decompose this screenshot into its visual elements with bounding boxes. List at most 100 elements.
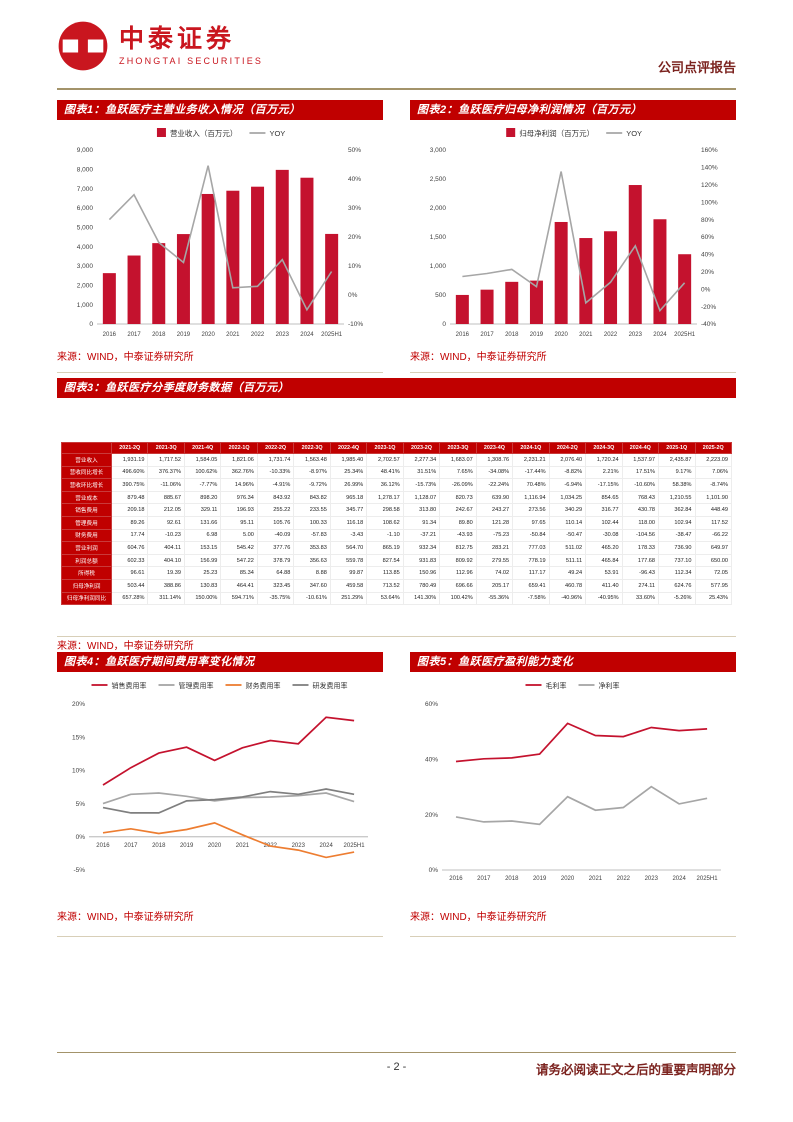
table-cell: -4.91%	[256, 478, 295, 492]
table-cell: 460.78	[548, 578, 587, 593]
table-cell: 1,717.52	[147, 453, 185, 467]
x-axis-tick: 2016	[96, 843, 110, 849]
table-cell: 112.34	[658, 566, 696, 580]
table-cell: -7.58%	[512, 591, 550, 606]
table-column-header: 2023-4Q	[475, 442, 514, 454]
table-cell: 117.17	[512, 566, 550, 580]
table-cell: 564.70	[329, 541, 368, 555]
y-axis-tick: 0	[89, 321, 93, 328]
table-cell: 95.11	[220, 515, 258, 530]
table-cell: -38.47	[658, 528, 696, 543]
table-cell: 430.78	[621, 503, 660, 517]
table-cell: 14.96%	[220, 478, 258, 492]
table-cell: -35.75%	[256, 591, 295, 606]
table-cell: 64.88	[256, 566, 295, 580]
table-cell: 465.84	[585, 553, 623, 568]
table-column-header: 2024-2Q	[548, 442, 587, 454]
table-cell: 340.29	[548, 503, 587, 517]
y-axis-tick: 8,000	[77, 167, 94, 174]
table-cell: 411.40	[585, 578, 623, 593]
table-cell: 25.23	[183, 566, 222, 580]
table-cell: -40.96%	[548, 591, 587, 606]
table-cell: 2,231.21	[512, 453, 550, 467]
quarterly-financials-table: 2021-2Q 2021-3Q 2021-4Q 2022-1Q 2022-2Q 2022-…	[61, 442, 732, 606]
table-cell: -10.61%	[293, 591, 331, 606]
table-cell: 313.80	[402, 503, 441, 517]
table-cell: 8.88	[293, 566, 331, 580]
table-cell: 116.18	[329, 515, 368, 530]
x-axis-tick: 2016	[449, 876, 463, 882]
table-cell: 898.20	[183, 490, 222, 505]
table-cell: 89.26	[110, 515, 149, 530]
table-cell: 843.82	[293, 490, 331, 505]
table-column-header: 2025-1Q	[658, 442, 696, 454]
revenue-bar-chart: 营业收入（百万元） YOY 9,000 8,000 7,000 6,000 5,000 4,0…	[77, 128, 363, 338]
y-axis-tick: -5%	[73, 867, 85, 874]
table-row-label: 利润总额	[61, 553, 112, 568]
x-axis-tick: 2018	[505, 332, 519, 338]
figure-4-source: 来源：WIND，中泰证券研究所	[57, 912, 194, 923]
table-cell: 212.05	[147, 503, 185, 517]
table-cell: 345.77	[329, 503, 368, 517]
x-axis-tick: 2018	[152, 332, 166, 338]
table-cell: 273.56	[512, 503, 550, 517]
header-divider	[57, 88, 736, 90]
y-axis-tick: 6,000	[77, 205, 94, 212]
y-axis-tick: 5,000	[77, 225, 94, 232]
y-axis-tick: 500	[435, 292, 446, 299]
table-cell: -5.26%	[658, 591, 696, 606]
y-axis-tick: 2,500	[430, 176, 447, 183]
table-cell: -22.24%	[475, 478, 514, 492]
table-cell: 1,985.40	[329, 453, 368, 467]
table-cell: 33.60%	[621, 591, 660, 606]
table-cell: 885.67	[147, 490, 185, 505]
table-cell: 25.34%	[329, 465, 368, 480]
x-axis-tick: 2022	[617, 876, 631, 882]
table-cell: 323.45	[256, 578, 295, 593]
table-column-header: 2024-1Q	[512, 442, 550, 454]
figure-2-title: 图表2：鱼跃医疗归母净利润情况（百万元）	[410, 100, 736, 120]
y2-axis-tick: -20%	[701, 304, 716, 311]
table-cell: 812.75	[439, 541, 477, 555]
series-line	[455, 785, 708, 826]
figure-5-title: 图表5：鱼跃医疗盈利能力变化	[410, 652, 736, 672]
table-cell: 639.90	[475, 490, 514, 505]
table-cell: -40.95%	[585, 591, 623, 606]
table-column-header: 2024-4Q	[621, 442, 660, 454]
bar	[505, 281, 519, 324]
figure-2-source: 来源：WIND，中泰证券研究所	[410, 352, 547, 363]
table-cell: -57.83	[293, 528, 331, 543]
table-cell: 53.64%	[366, 591, 404, 606]
table-cell: 390.75%	[110, 478, 149, 492]
y2-axis-tick: 20%	[348, 234, 361, 241]
table-cell: 376.37%	[147, 465, 185, 480]
table-cell: 100.33	[293, 515, 331, 530]
footer-disclaimer: 请务必阅读正文之后的重要声明部分	[535, 1063, 736, 1077]
table-cell: 388.86	[147, 578, 185, 593]
table-cell: 118.00	[621, 515, 660, 530]
x-axis-tick: 2023	[292, 843, 306, 849]
table-cell: 242.67	[439, 503, 477, 517]
x-axis-tick: 2022	[604, 332, 618, 338]
table-column-header: 2021-2Q	[110, 442, 149, 454]
y2-axis-tick: 40%	[701, 252, 714, 259]
table-column-header: 2022-3Q	[293, 442, 331, 454]
table-cell: -96.43	[621, 566, 660, 580]
table-cell: 209.18	[110, 503, 149, 517]
figure-1-title: 图表1：鱼跃医疗主营业务收入情况（百万元）	[57, 100, 383, 120]
table-cell: 26.99%	[329, 478, 368, 492]
x-axis-tick: 2025H1	[697, 876, 719, 882]
table-cell: 547.22	[220, 553, 258, 568]
table-cell: 2,702.57	[366, 453, 404, 467]
x-axis-tick: 2019	[533, 876, 547, 882]
x-axis-tick: 2023	[645, 876, 659, 882]
bar	[455, 294, 469, 324]
table-cell: 496.60%	[110, 465, 149, 480]
table-cell: 178.33	[621, 541, 660, 555]
table-cell: 1,584.05	[183, 453, 222, 467]
bar	[678, 254, 692, 324]
table-cell: -10.60%	[621, 478, 660, 492]
table-cell: 854.65	[585, 490, 623, 505]
table-cell: 31.51%	[402, 465, 441, 480]
legend-label: 研发费用率	[313, 681, 348, 690]
